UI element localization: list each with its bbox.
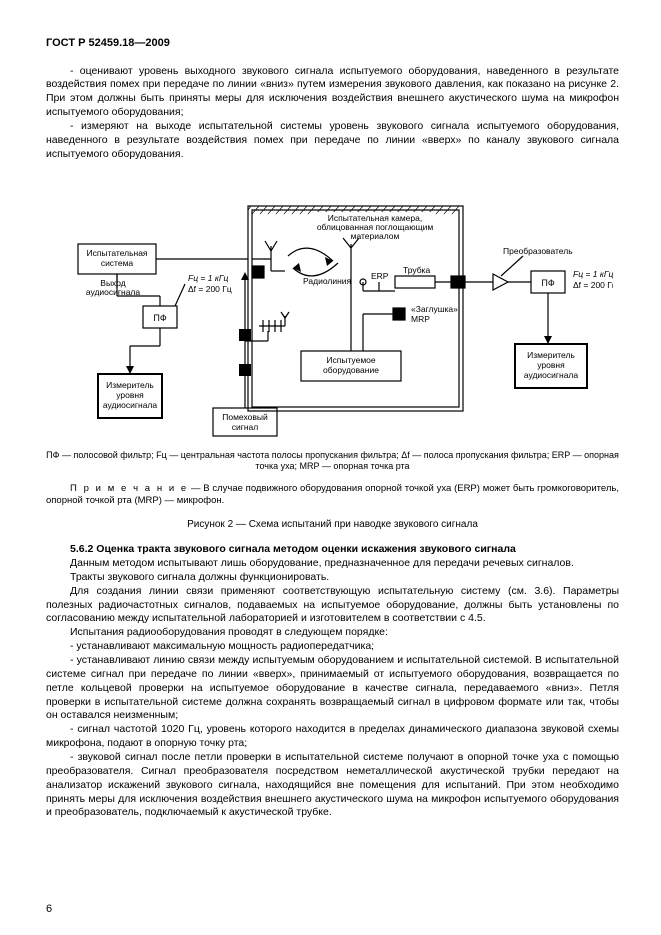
- note-label: П р и м е ч а н и е: [70, 483, 188, 494]
- svg-text:Испытуемое: Испытуемое: [326, 355, 376, 365]
- section-5-6-2-header: 5.6.2 Оценка тракта звукового сигнала ме…: [46, 543, 619, 557]
- para-1: - оценивают уровень выходного звукового …: [46, 65, 619, 120]
- para-8: - устанавливают линию связи между испыту…: [46, 654, 619, 723]
- para-6: Испытания радиооборудования проводят в с…: [46, 626, 619, 640]
- para-7: - устанавливают максимальную мощность ра…: [46, 640, 619, 654]
- svg-text:Измеритель: Измеритель: [106, 380, 154, 390]
- svg-text:система: система: [100, 258, 133, 268]
- svg-text:оборудование: оборудование: [323, 365, 379, 375]
- svg-text:Испытательная: Испытательная: [86, 248, 147, 258]
- para-3: Данным методом испытывают лишь оборудова…: [46, 557, 619, 571]
- doc-header: ГОСТ Р 52459.18—2009: [46, 36, 619, 51]
- svg-text:Fц = 1 кГц: Fц = 1 кГц: [188, 273, 228, 283]
- para-10: - звуковой сигнал после петли проверки в…: [46, 751, 619, 820]
- para-9: - сигнал частотой 1020 Гц, уровень котор…: [46, 723, 619, 751]
- figure-caption: Рисунок 2 — Схема испытаний при наводке …: [46, 518, 619, 531]
- svg-text:Δf = 200 Гц: Δf = 200 Гц: [573, 280, 613, 290]
- svg-text:Трубка: Трубка: [403, 265, 430, 275]
- figure-2-schematic: Испытательная камера, облицованная погло…: [53, 176, 613, 444]
- para-2: - измеряют на выходе испытательной систе…: [46, 120, 619, 162]
- svg-text:аудиосигнала: аудиосигнала: [102, 400, 157, 410]
- svg-text:ERP: ERP: [371, 271, 389, 281]
- svg-text:сигнал: сигнал: [231, 422, 258, 432]
- note: П р и м е ч а н и е — В случае подвижног…: [46, 483, 619, 508]
- svg-text:ПФ: ПФ: [153, 313, 166, 323]
- svg-text:уровня: уровня: [537, 360, 565, 370]
- svg-text:MRP: MRP: [411, 314, 430, 324]
- para-5: Для создания линии связи применяют соотв…: [46, 585, 619, 627]
- svg-text:ПФ: ПФ: [541, 278, 554, 288]
- para-4: Тракты звукового сигнала должны функцион…: [46, 571, 619, 585]
- svg-text:аудиосигнала: аудиосигнала: [523, 370, 578, 380]
- svg-text:Преобразователь: Преобразователь: [503, 246, 573, 256]
- page-number: 6: [46, 902, 52, 917]
- svg-text:Измеритель: Измеритель: [527, 350, 575, 360]
- svg-text:Радиолиния: Радиолиния: [303, 276, 352, 286]
- svg-text:Δf = 200 Гц: Δf = 200 Гц: [188, 284, 232, 294]
- svg-text:Помеховый: Помеховый: [222, 412, 268, 422]
- svg-text:«Заглушка»: «Заглушка»: [411, 304, 458, 314]
- figure-legend: ПФ — полосовой фильтр; Fц — центральная …: [46, 450, 619, 473]
- svg-text:уровня: уровня: [116, 390, 144, 400]
- svg-text:Fц = 1 кГц: Fц = 1 кГц: [573, 269, 613, 279]
